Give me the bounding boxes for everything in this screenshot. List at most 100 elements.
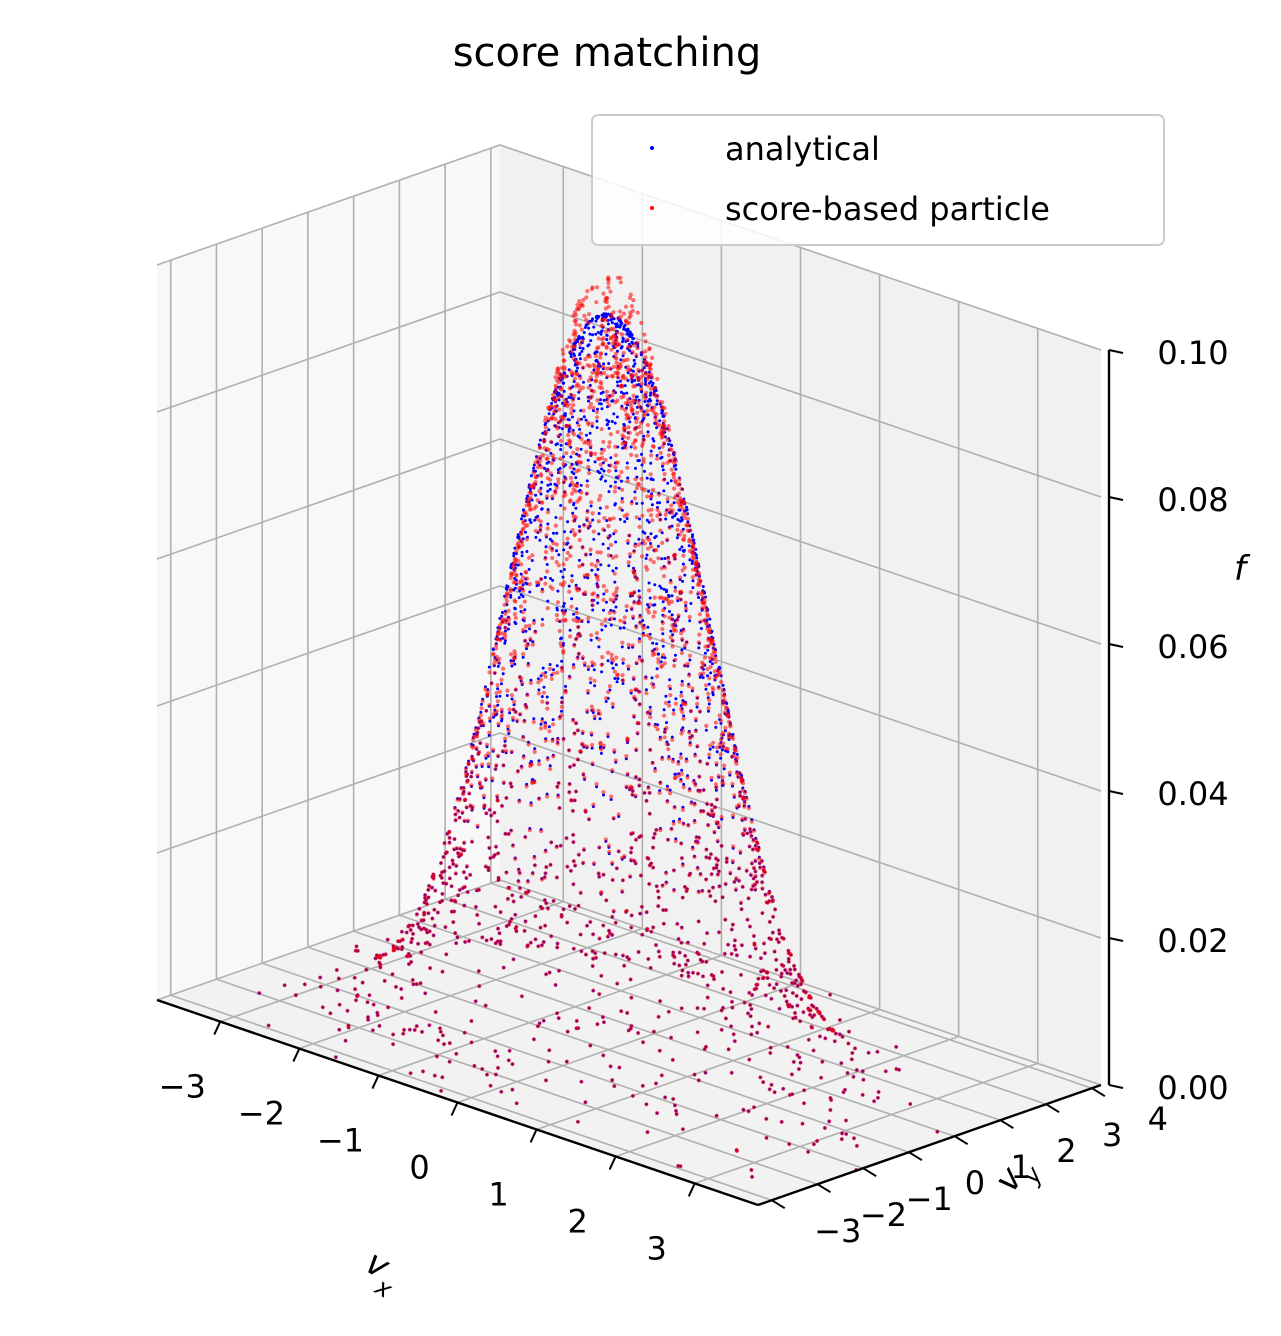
analytical-point: [631, 336, 635, 340]
particle-point: [620, 376, 625, 381]
particle-point: [506, 832, 511, 837]
particle-point: [561, 494, 566, 499]
particle-point: [670, 638, 675, 643]
analytical-point: [582, 415, 586, 419]
particle-point: [704, 847, 709, 852]
particle-point: [580, 338, 585, 343]
particle-point: [495, 939, 500, 944]
analytical-point: [619, 346, 623, 350]
analytical-point: [640, 463, 644, 467]
particle-point: [545, 526, 550, 531]
analytical-point: [604, 624, 608, 628]
particle-point: [827, 1119, 832, 1124]
analytical-point: [592, 325, 596, 329]
particle-point: [558, 470, 563, 475]
particle-point: [506, 608, 511, 614]
particle-point: [328, 1011, 333, 1016]
particle-point: [806, 1006, 811, 1011]
particle-point: [575, 757, 581, 762]
particle-point: [447, 876, 452, 881]
particle-point: [617, 474, 622, 479]
particle-point: [550, 453, 556, 458]
particle-point: [711, 645, 716, 650]
particle-point: [523, 638, 528, 643]
particle-point: [728, 990, 733, 995]
particle-point: [649, 493, 654, 498]
analytical-point: [506, 585, 510, 589]
analytical-point: [552, 531, 555, 535]
particle-point: [590, 592, 595, 597]
particle-point: [537, 454, 543, 459]
particle-point: [733, 759, 738, 764]
particle-point: [625, 465, 630, 470]
analytical-point: [599, 402, 603, 406]
particle-point: [708, 641, 713, 646]
particle-point: [839, 1137, 844, 1142]
particle-point: [518, 604, 524, 609]
particle-point: [828, 1107, 833, 1113]
particle-point: [778, 988, 784, 994]
particle-point: [336, 976, 341, 981]
particle-point: [854, 1143, 860, 1148]
analytical-point: [599, 391, 603, 395]
particle-point: [650, 444, 656, 449]
particle-point: [626, 560, 631, 565]
particle-point: [612, 489, 618, 494]
analytical-point: [562, 604, 566, 608]
analytical-point: [546, 522, 550, 526]
particle-point: [653, 393, 658, 398]
particle-point: [531, 620, 537, 626]
particle-point: [549, 404, 554, 409]
particle-point: [585, 573, 590, 578]
particle-point: [746, 896, 751, 901]
particle-point: [511, 707, 516, 712]
particle-point: [562, 489, 567, 495]
particle-point: [399, 995, 404, 1001]
particle-point: [486, 868, 491, 873]
particle-point: [747, 1057, 752, 1062]
particle-point: [601, 527, 606, 532]
particle-point: [648, 715, 653, 720]
particle-point: [706, 636, 711, 641]
particle-point: [849, 1057, 854, 1062]
particle-point: [608, 432, 613, 437]
analytical-point: [720, 748, 724, 752]
particle-point: [785, 970, 790, 976]
analytical-point: [572, 612, 576, 616]
particle-point: [679, 771, 684, 776]
particle-point: [489, 813, 494, 818]
particle-point: [427, 929, 432, 934]
particle-point: [494, 690, 499, 696]
particle-point: [569, 410, 574, 416]
particle-point: [514, 924, 519, 930]
analytical-point: [589, 681, 593, 685]
analytical-point: [620, 497, 624, 500]
particle-point: [451, 861, 456, 866]
particle-point: [441, 855, 446, 860]
particle-point: [789, 1072, 795, 1077]
particle-point: [635, 432, 640, 437]
particle-point: [705, 626, 710, 632]
particle-point: [654, 412, 659, 417]
particle-point: [688, 742, 693, 747]
particle-point: [774, 981, 779, 987]
particle-point: [666, 747, 671, 752]
particle-point: [711, 649, 717, 654]
analytical-point: [600, 670, 604, 674]
particle-point: [660, 405, 665, 410]
particle-point: [747, 844, 752, 849]
particle-point: [585, 708, 590, 713]
particle-point: [475, 912, 480, 918]
analytical-point: [529, 474, 533, 478]
particle-point: [702, 655, 707, 660]
particle-point: [499, 804, 505, 809]
particle-point: [812, 1013, 817, 1018]
analytical-point: [480, 702, 483, 706]
particle-point: [795, 1003, 800, 1008]
particle-point: [645, 383, 651, 388]
analytical-point: [548, 537, 552, 541]
analytical-point: [662, 489, 666, 493]
particle-point: [791, 963, 797, 969]
particle-point: [747, 990, 752, 995]
particle-point: [537, 461, 542, 467]
